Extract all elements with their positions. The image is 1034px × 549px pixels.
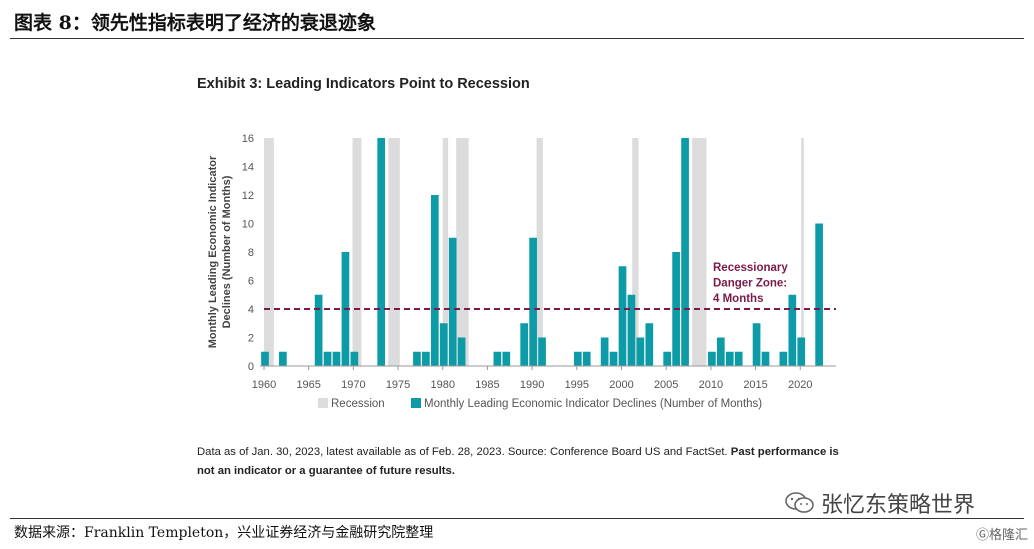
x-tick-label: 1985: [475, 379, 499, 391]
note-disclaimer: Past performance is not an indicator or …: [197, 446, 839, 477]
recession-band: [388, 138, 400, 366]
legend-label-recession: Recession: [331, 398, 385, 410]
danger-annotation: Recessionary Danger Zone: 4 Months: [713, 262, 788, 305]
bar: [323, 351, 332, 366]
bar: [520, 323, 529, 366]
x-tick-label: 2010: [699, 379, 723, 391]
bar: [332, 351, 341, 366]
y-tick-label: 8: [248, 247, 254, 259]
bar: [681, 138, 689, 366]
bar: [430, 195, 439, 366]
bar: [350, 351, 359, 366]
x-tick-label: 1995: [565, 379, 589, 391]
x-tick-label: 2005: [654, 379, 678, 391]
legend-swatch-recession: [318, 398, 328, 408]
y-axis-label-line: Monthly Leading Economic Indicator: [207, 155, 219, 348]
bar: [377, 138, 386, 366]
top-rule: [10, 38, 1024, 39]
bar: [663, 351, 672, 366]
bar: [636, 337, 645, 366]
wechat-account-name: 张忆东策略世界: [821, 493, 976, 518]
bar: [779, 351, 788, 366]
x-tick-label: 2000: [609, 379, 633, 391]
y-tick-label: 12: [242, 190, 254, 202]
source-text: 数据来源：Franklin Templeton，兴业证券经济与金融研究院整理: [14, 525, 434, 541]
bar: [448, 237, 457, 366]
bar: [708, 351, 716, 366]
annotation-line: Danger Zone:: [713, 278, 787, 290]
legend-swatch-indicator: [411, 398, 421, 408]
bar: [502, 351, 511, 366]
recession-band: [692, 138, 707, 366]
bar: [439, 323, 448, 366]
bar: [261, 351, 269, 366]
bar: [422, 351, 430, 366]
recession-band: [801, 138, 804, 366]
x-tick-label: 2015: [743, 379, 767, 391]
bar: [788, 294, 797, 366]
bar: [645, 323, 654, 366]
y-axis-label: Monthly Leading Economic Indicator Declin…: [207, 155, 233, 348]
x-tick-label: 1970: [341, 379, 365, 391]
legend-label-indicator: Monthly Leading Economic Indicator Decli…: [424, 398, 762, 410]
bar: [529, 237, 537, 366]
bar: [457, 337, 466, 366]
recession-band: [632, 138, 639, 366]
bar: [716, 337, 725, 366]
note-text: Data as of Jan. 30, 2023, latest availab…: [197, 446, 731, 458]
y-tick-label: 10: [242, 219, 254, 231]
x-tick-label: 1990: [520, 379, 544, 391]
annotation-line: 4 Months: [713, 293, 763, 305]
bar: [413, 351, 421, 366]
annotation-line: Recessionary: [713, 262, 788, 274]
bar: [752, 323, 761, 366]
bar: [314, 294, 323, 366]
x-tick-label: 2020: [788, 379, 812, 391]
watermark: Ⓖ格隆汇: [976, 524, 1028, 543]
y-tick-label: 16: [242, 133, 254, 145]
y-tick-label: 0: [248, 361, 254, 373]
bar: [609, 351, 618, 366]
figure-title: 图表 8：领先性指标表明了经济的衰退迹象: [14, 12, 376, 34]
y-tick-label: 2: [248, 333, 254, 345]
bar: [493, 351, 502, 366]
recession-band: [456, 138, 469, 366]
bar: [279, 351, 287, 366]
watermark-logo-icon: Ⓖ: [975, 528, 989, 543]
bar: [815, 223, 823, 366]
recession-band: [352, 138, 362, 366]
bottom-rule: [10, 518, 1024, 519]
x-tick-label: 1980: [431, 379, 455, 391]
wechat-account: 张忆东策略世界: [785, 487, 975, 519]
bar: [734, 351, 743, 366]
y-tick-label: 4: [248, 304, 254, 316]
recession-band: [536, 138, 543, 366]
watermark-text: 格隆汇: [988, 528, 1028, 543]
bar: [761, 351, 770, 366]
legend: Recession Monthly Leading Economic Indica…: [318, 398, 762, 410]
y-tick-label: 6: [248, 276, 254, 288]
x-tick-label: 1965: [296, 379, 320, 391]
recession-band: [264, 138, 274, 366]
x-tick-label: 1975: [386, 379, 410, 391]
bar: [627, 294, 636, 366]
exhibit-title: Exhibit 3: Leading Indicators Point to R…: [197, 76, 530, 92]
bar: [618, 266, 627, 366]
y-axis-label-line: Declines (Number of Months): [221, 175, 233, 328]
recession-band: [442, 138, 449, 366]
bar: [538, 337, 546, 366]
x-tick-label: 1960: [252, 379, 276, 391]
data-note: Data as of Jan. 30, 2023, latest availab…: [197, 443, 857, 481]
bar: [582, 351, 591, 366]
bar: [725, 351, 734, 366]
axes: 0 2 4 6 8 10 12 14 16 1960 1965 1970 1975 1980 1985 199…: [242, 133, 836, 391]
wechat-icon: [785, 492, 815, 514]
y-tick-label: 14: [242, 162, 254, 174]
bar: [600, 337, 609, 366]
bar: [797, 337, 806, 366]
bar: [573, 351, 582, 366]
